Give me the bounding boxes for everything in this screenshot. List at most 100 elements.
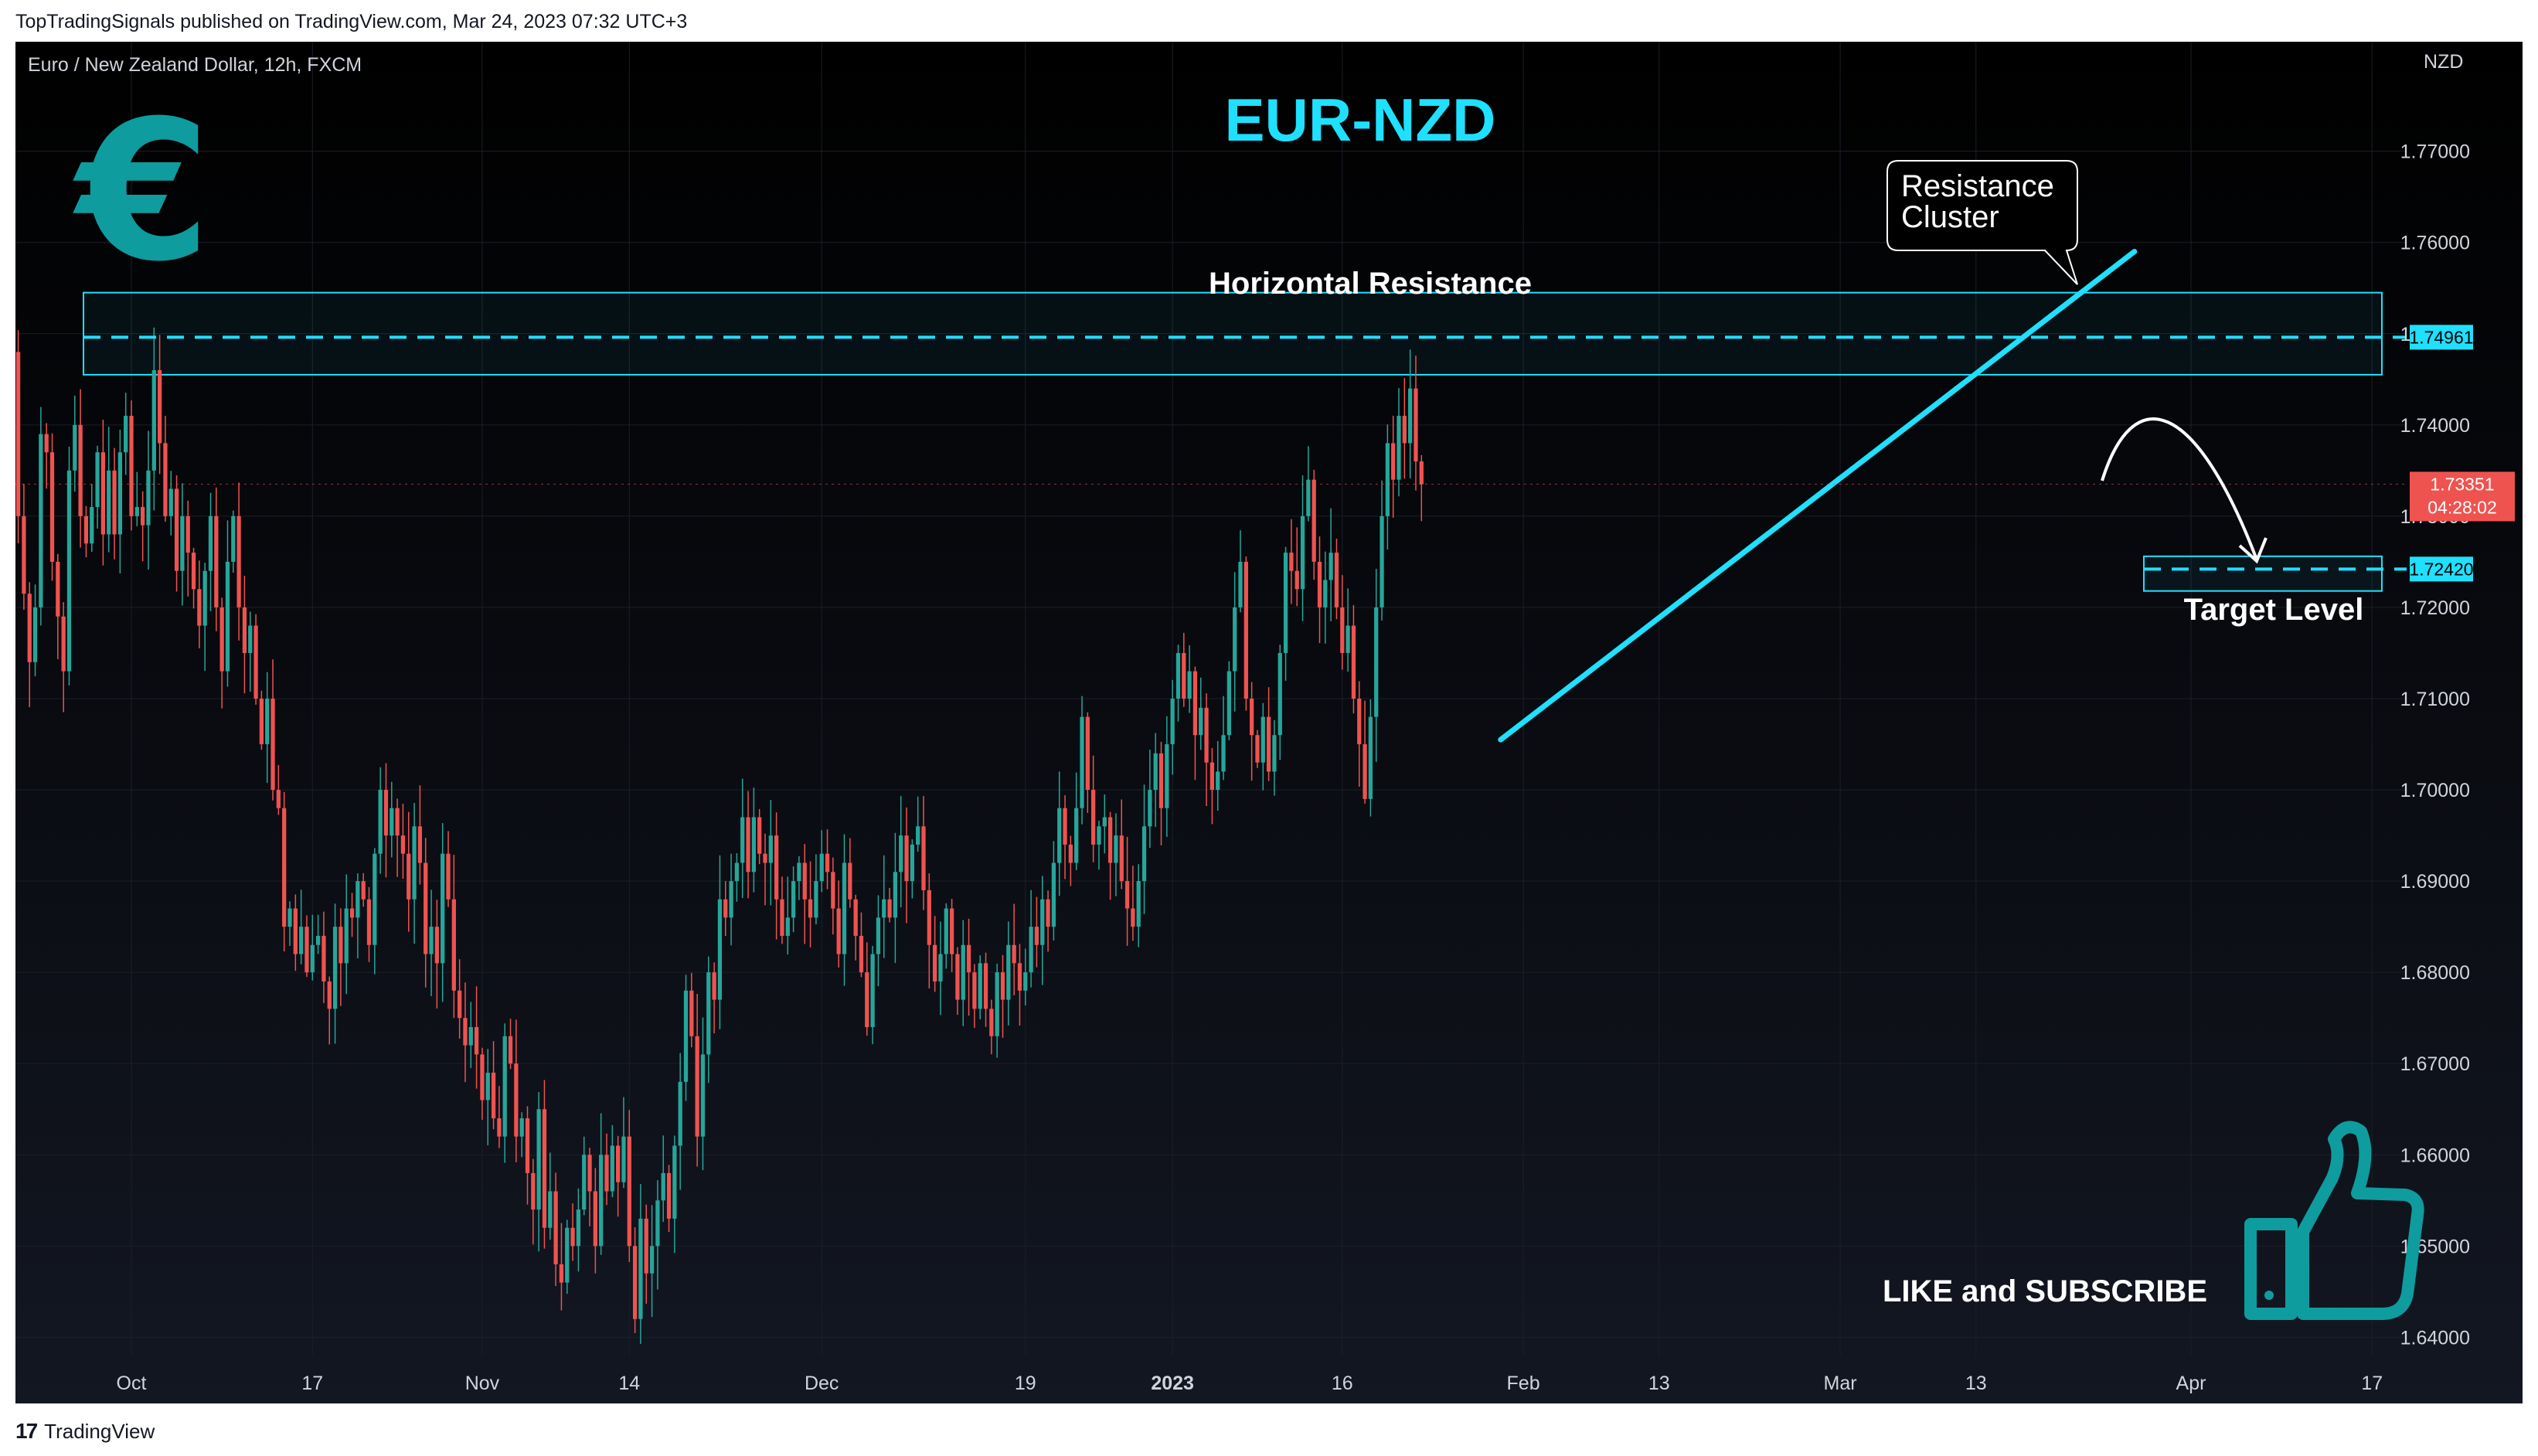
thumbs-up-icon[interactable] [2244, 1121, 2424, 1320]
candle-body [1012, 944, 1016, 964]
candle-body [253, 625, 258, 699]
candle-body [1306, 479, 1311, 516]
candle-body [825, 853, 830, 873]
currency-label: NZD [2424, 51, 2463, 73]
candle-body [446, 853, 451, 900]
candle-body [949, 908, 954, 954]
candle-body [706, 972, 711, 1055]
candle-body [519, 1118, 524, 1137]
candle-body [1323, 580, 1328, 607]
candle-body [117, 452, 122, 535]
candle-body [746, 817, 750, 873]
footer[interactable]: 17 TradingView [15, 1419, 155, 1444]
candle-body [22, 515, 26, 594]
publisher-line: TopTradingSignals published on TradingVi… [15, 11, 688, 32]
candle-body [315, 935, 321, 945]
candle-body [1216, 771, 1220, 791]
candle-body [1391, 443, 1396, 480]
candle-body [910, 844, 914, 882]
trendline[interactable] [1498, 249, 2138, 743]
time-axis[interactable]: Oct 17 Nov 14 Dec 19 2023 16 Feb 13 Mar 13 Apr 17 [117, 1373, 2383, 1394]
candle-body [185, 515, 190, 553]
candle-body [1334, 553, 1339, 607]
like-subscribe-label[interactable]: LIKE and SUBSCRIBE [1883, 1274, 2207, 1308]
candle-body [1243, 561, 1248, 699]
candle-body [1312, 479, 1316, 562]
candle-body [933, 944, 937, 981]
candle-body [972, 972, 977, 1009]
candle-body [322, 935, 326, 981]
candle-body [876, 917, 881, 954]
resistance-price-text: 1.74961 [2409, 327, 2473, 347]
target-price-text: 1.72420 [2409, 559, 2473, 579]
candle-body [304, 927, 309, 973]
candle-body [191, 553, 196, 590]
time-tick-label: Mar [1824, 1373, 1857, 1394]
candle-body [1192, 671, 1198, 736]
candle-body [836, 908, 841, 954]
target-level-label: Target Level [2184, 593, 2364, 627]
candle-body [1397, 416, 1401, 480]
candle-body [265, 699, 270, 745]
candle-body [1340, 607, 1345, 653]
candle-body [1097, 826, 1101, 845]
projection-arrow [2101, 417, 2268, 564]
candle-body [695, 1036, 699, 1137]
candle-body [356, 881, 360, 918]
time-tick-label: 17 [2361, 1373, 2383, 1394]
candle-body [649, 1246, 655, 1274]
candle-body [689, 990, 694, 1036]
candle-body [270, 699, 275, 791]
time-tick-label: Nov [465, 1373, 500, 1394]
candle-body [831, 872, 835, 909]
candle-body [1402, 416, 1407, 444]
candle-body [1374, 607, 1379, 717]
candle-body [1317, 561, 1322, 607]
candle-body [763, 853, 767, 863]
candle-body [865, 972, 869, 1027]
candle-body [966, 944, 971, 973]
time-tick-label: Feb [1507, 1373, 1540, 1394]
resistance-cluster-line1: Resistance [1901, 169, 2054, 203]
time-tick-label: 2023 [1151, 1373, 1194, 1394]
candle-body [1068, 844, 1073, 863]
current-price-tag: 1.73351 04:28:02 [2410, 471, 2515, 522]
candle-body [1204, 707, 1209, 763]
candle-body [1233, 607, 1237, 672]
candle-body [604, 1155, 609, 1192]
candle-body [644, 1218, 648, 1274]
candle-body [774, 835, 779, 900]
candle-body [107, 470, 111, 535]
candle-body [44, 434, 49, 453]
candle-body [1080, 716, 1084, 808]
price-tick-label: 1.67000 [2400, 1053, 2470, 1075]
candle-body [1165, 744, 1169, 808]
candle-body [570, 1227, 575, 1247]
candle-body [1295, 570, 1299, 590]
candle-body [83, 515, 89, 544]
candle-body [1380, 515, 1384, 607]
price-tick-label: 1.70000 [2400, 780, 2470, 801]
candle-body [417, 826, 423, 863]
candle-body [373, 853, 377, 945]
symbol-line: Euro / New Zealand Dollar, 12h, FXCM [28, 54, 362, 76]
candle-body [683, 990, 689, 1082]
candle-body [797, 862, 801, 882]
candle-body [621, 1136, 626, 1182]
candle-body [1255, 735, 1260, 763]
candle-body [95, 452, 100, 508]
price-chart[interactable]: 1.640001.650001.660001.670001.680001.690… [15, 42, 2523, 1403]
candle-body [1141, 826, 1147, 882]
candle-body [1091, 790, 1096, 845]
candle-body [468, 1027, 473, 1046]
candle-body [1085, 716, 1090, 791]
price-axis[interactable]: 1.640001.650001.660001.670001.680001.690… [2400, 141, 2470, 1349]
candle-body [282, 808, 287, 927]
horizontal-resistance-label: Horizontal Resistance [1209, 267, 1532, 301]
candle-body [666, 1172, 672, 1219]
time-tick-label: Dec [805, 1373, 839, 1394]
candle-body [180, 515, 185, 571]
tradingview-logo-icon: 17 [15, 1419, 38, 1443]
tradingview-brand: TradingView [44, 1419, 155, 1443]
candle-body [458, 990, 462, 1019]
